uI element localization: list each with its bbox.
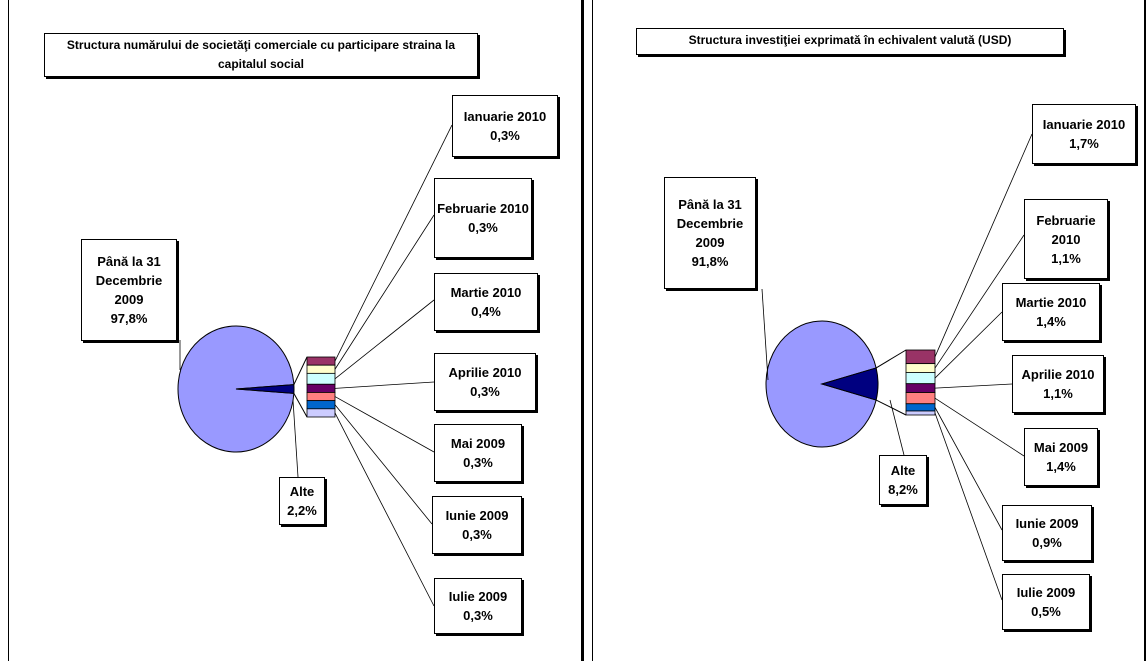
leader-line-martie-2010 (934, 311, 1003, 379)
bar-segment-mai-2009 (306, 392, 336, 402)
bar-segment-iulie-2009 (905, 410, 936, 416)
label-other-slice: Alte 2,2% (279, 477, 325, 525)
label-mai: Mai 2009 0,3% (434, 424, 522, 482)
label-ianuarie: Ianuarie 2010 0,3% (452, 95, 558, 157)
label-iunie: Iunie 2009 0,3% (432, 496, 522, 554)
label-martie: Martie 2010 1,4% (1002, 283, 1100, 341)
leader-line-main (761, 288, 769, 381)
pie-of-pie-chart-left (177, 124, 453, 607)
panel-border-right (1144, 0, 1146, 661)
leader-line-iulie-2009 (334, 412, 435, 607)
bar-segment-februarie-2010 (905, 363, 936, 373)
label-iulie: Iulie 2009 0,3% (434, 578, 522, 634)
leader-line-other (292, 399, 299, 478)
label-februarie: Februarie 2010 0,3% (434, 178, 532, 258)
bar-segment-aprilie-2010 (306, 383, 336, 393)
leader-line-iulie-2009 (934, 412, 1003, 601)
connector-line-top (875, 349, 907, 369)
label-iunie: Iunie 2009 0,9% (1002, 505, 1092, 561)
leader-line-martie-2010 (334, 299, 435, 380)
pie-of-pie-chart-right (761, 133, 1033, 601)
leader-line-februarie-2010 (334, 214, 435, 370)
leader-line-februarie-2010 (934, 234, 1025, 369)
leader-line-iunie-2009 (934, 407, 1003, 531)
leader-line-aprilie-2010 (934, 383, 1013, 389)
bar-segment-iunie-2009 (306, 400, 336, 410)
bar-segment-aprilie-2010 (905, 383, 936, 393)
leader-line-other (889, 399, 905, 456)
leader-line-iunie-2009 (334, 404, 433, 525)
chart-title: Structura investiţiei exprimată în echiv… (636, 28, 1064, 55)
connector-line-bottom (293, 393, 308, 418)
leader-line-ianuarie-2010 (934, 133, 1033, 357)
leader-line-mai-2009 (334, 396, 435, 453)
leader-line-aprilie-2010 (334, 381, 435, 389)
label-februarie: Februarie 2010 1,1% (1024, 199, 1108, 279)
label-aprilie: Aprilie 2010 0,3% (434, 353, 536, 411)
label-ianuarie: Ianuarie 2010 1,7% (1032, 104, 1136, 164)
bar-segment-ianuarie-2010 (306, 356, 336, 366)
bar-segment-martie-2010 (306, 372, 336, 385)
label-main-slice: Până la 31 Decembrie 2009 97,8% (81, 239, 177, 341)
label-martie: Martie 2010 0,4% (434, 273, 538, 331)
bar-segment-iulie-2009 (306, 408, 336, 418)
label-mai: Mai 2009 1,4% (1024, 428, 1098, 486)
bar-segment-iunie-2009 (905, 403, 936, 412)
label-iulie: Iulie 2009 0,5% (1002, 574, 1090, 630)
label-aprilie: Aprilie 2010 1,1% (1012, 355, 1104, 413)
slice-other (235, 384, 295, 394)
connector-line-bottom (875, 399, 907, 416)
panel-border-right (581, 0, 584, 661)
bar-segment-mai-2009 (905, 392, 936, 405)
label-main-slice: Până la 31 Decembrie 2009 91,8% (664, 177, 756, 289)
bar-segment-februarie-2010 (306, 364, 336, 374)
label-other-slice: Alte 8,2% (879, 455, 927, 505)
bar-segment-ianuarie-2010 (905, 349, 936, 365)
leader-line-ianuarie-2010 (334, 124, 453, 362)
slice-other (820, 367, 879, 401)
chart-title: Structura numărului de societăţi comerci… (44, 33, 478, 77)
chart-panel-investment: Structura investiţiei exprimată în echiv… (592, 0, 1146, 661)
bar-segment-martie-2010 (905, 372, 936, 385)
leader-line-mai-2009 (934, 397, 1025, 457)
chart-panel-companies: Structura numărului de societăţi comerci… (8, 0, 585, 661)
connector-line-top (293, 356, 308, 385)
panel-border-left (8, 0, 9, 661)
panel-border-left (592, 0, 593, 661)
